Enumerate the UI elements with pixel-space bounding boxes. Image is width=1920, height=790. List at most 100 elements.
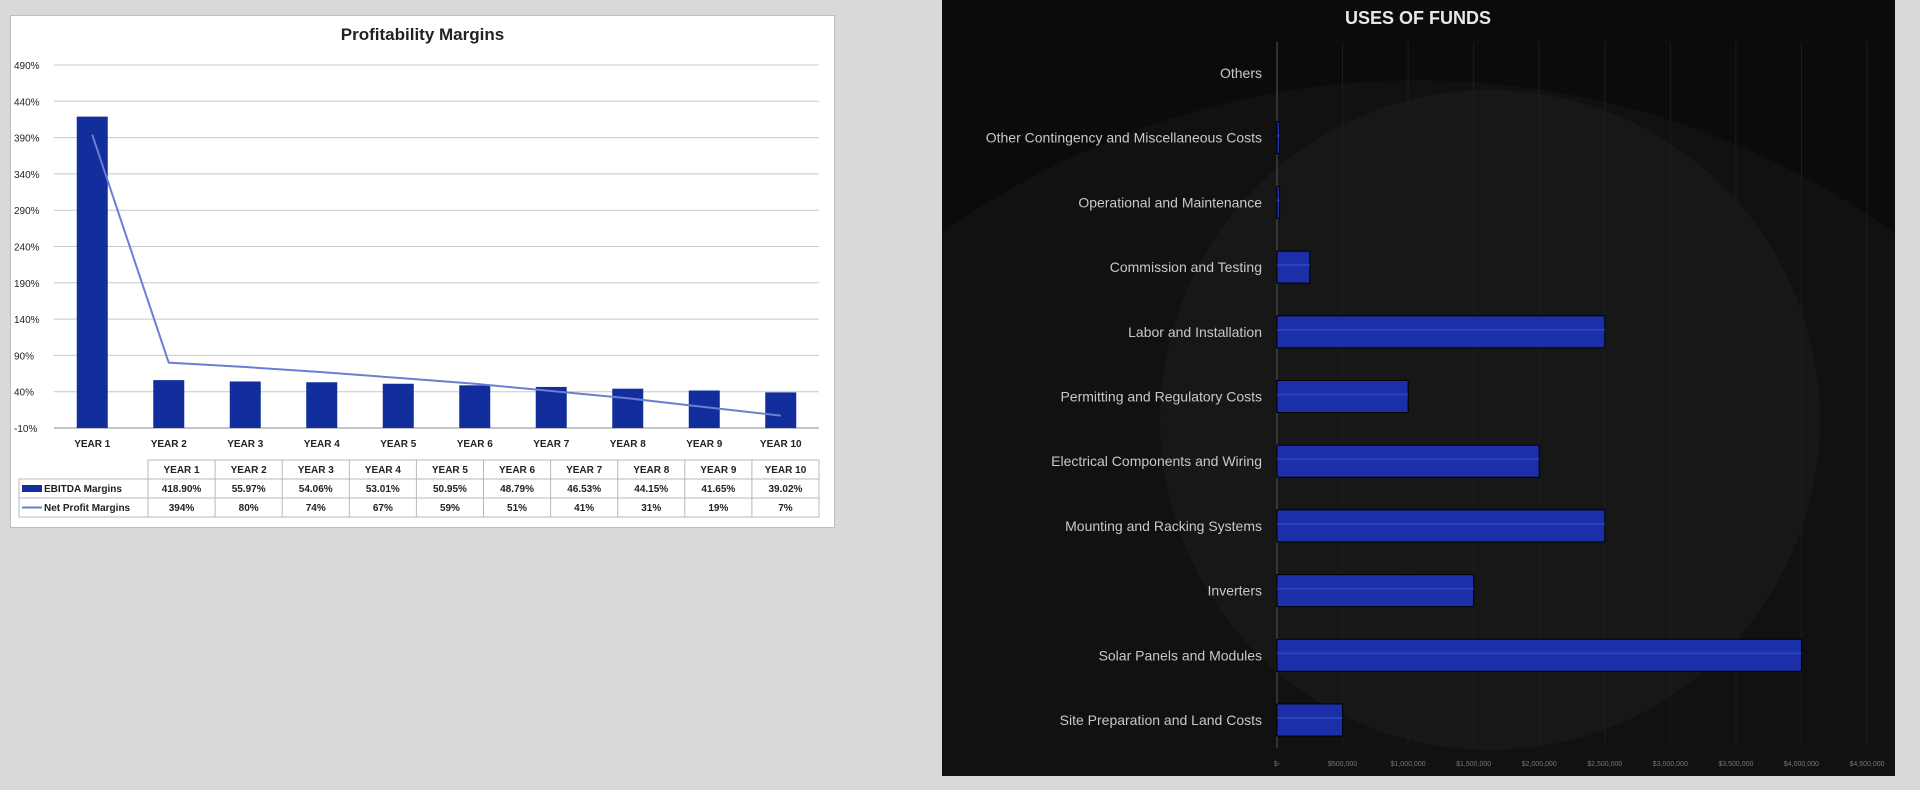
fund-bar-highlight	[1277, 199, 1280, 202]
chart-title: USES OF FUNDS	[1345, 8, 1491, 28]
x-tick-label: YEAR 3	[227, 439, 264, 450]
uses-of-funds-svg: USES OF FUNDS $- $500,000 $1,000,000 $1,500,…	[986, 8, 1885, 768]
fund-bar-highlight	[1277, 522, 1605, 525]
x-tick-label: $4,500,000	[1849, 761, 1884, 768]
fund-bar-highlight	[1277, 458, 1540, 461]
x-tick-label: $3,000,000	[1653, 761, 1688, 768]
legend-ebitda-label: EBITDA Margins	[44, 484, 122, 495]
table-header: YEAR 3	[298, 465, 335, 476]
ebitda-bar	[765, 392, 797, 428]
x-tick-label: $500,000	[1328, 761, 1357, 768]
table-cell: 19%	[708, 503, 728, 514]
fund-bar	[1276, 185, 1281, 219]
ebitda-bar	[229, 381, 261, 428]
fund-bar	[1276, 121, 1281, 155]
category-label: Site Preparation and Land Costs	[1060, 712, 1262, 728]
category-label: Inverters	[1208, 583, 1262, 599]
ebitda-bar	[306, 382, 338, 428]
fund-bar-highlight	[1277, 264, 1310, 267]
table-header: YEAR 6	[499, 465, 536, 476]
x-tick-label: YEAR 9	[686, 439, 723, 450]
fund-bar	[1276, 509, 1606, 543]
table-cell: 394%	[169, 503, 195, 514]
ebitda-bar	[382, 383, 414, 428]
fund-bar-highlight	[1277, 652, 1802, 655]
table-cell: 418.90%	[162, 484, 202, 495]
category-label: Commission and Testing	[1110, 259, 1262, 275]
category-label: Permitting and Regulatory Costs	[1060, 389, 1262, 405]
category-label: Electrical Components and Wiring	[1051, 453, 1262, 469]
net-profit-line	[91, 134, 781, 417]
category-label: Other Contingency and Miscellaneous Cost…	[986, 130, 1262, 146]
x-tick-label: YEAR 4	[304, 439, 341, 450]
table-header: YEAR 2	[231, 465, 268, 476]
x-tick-label: YEAR 5	[380, 439, 417, 450]
category-label: Mounting and Racking Systems	[1065, 518, 1262, 534]
table-header: YEAR 1	[163, 465, 200, 476]
ebitda-bar	[76, 116, 108, 429]
table-cell: 51%	[507, 503, 527, 514]
x-tick-label: YEAR 8	[610, 439, 647, 450]
y-tick-label: 240%	[14, 243, 40, 254]
x-tick-label: $1,000,000	[1391, 761, 1426, 768]
category-label: Labor and Installation	[1128, 324, 1262, 340]
x-tick-label: YEAR 10	[760, 439, 802, 450]
x-tick-label: $3,500,000	[1718, 761, 1753, 768]
table-cell: 50.95%	[433, 484, 467, 495]
y-tick-label: 90%	[14, 351, 34, 362]
y-tick-label: 40%	[14, 388, 34, 399]
x-tick-label: YEAR 6	[457, 439, 494, 450]
ebitda-bar	[688, 390, 720, 428]
table-cell: 55.97%	[232, 484, 266, 495]
x-tick-label: YEAR 2	[151, 439, 188, 450]
y-tick-label: 190%	[14, 279, 40, 290]
legend-ebitda-swatch	[22, 485, 42, 492]
table-header: YEAR 7	[566, 465, 603, 476]
table-cell: 80%	[239, 503, 259, 514]
fund-bar-highlight	[1277, 717, 1343, 719]
fund-bar	[1276, 574, 1475, 608]
profitability-margins-chart: Profitability Margins -10% 40% 90% 140% 190% 2…	[10, 15, 835, 528]
y-tick-label: 290%	[14, 206, 40, 217]
x-tick-label: $2,000,000	[1522, 761, 1557, 768]
table-cell: 31%	[641, 503, 661, 514]
fund-bar	[1276, 315, 1606, 349]
y-tick-label: 140%	[14, 315, 40, 326]
ebitda-bar	[153, 380, 185, 428]
fund-bar	[1276, 444, 1540, 478]
table-cell: 41%	[574, 503, 594, 514]
table-cell: 39.02%	[768, 484, 802, 495]
x-tick-label: $1,500,000	[1456, 761, 1491, 768]
table-cell: 74%	[306, 503, 326, 514]
table-cell: 48.79%	[500, 484, 534, 495]
x-tick-label: $-	[1274, 761, 1281, 768]
uses-of-funds-chart: USES OF FUNDS $- $500,000 $1,000,000 $1,500,…	[942, 0, 1895, 776]
y-tick-label: 390%	[14, 134, 40, 145]
table-cell: 46.53%	[567, 484, 601, 495]
x-tick-label: YEAR 1	[74, 439, 111, 450]
fund-bar	[1276, 380, 1409, 413]
ebitda-bar	[535, 386, 567, 428]
profitability-chart-svg: Profitability Margins -10% 40% 90% 140% 190% 2…	[14, 25, 820, 518]
category-label: Operational and Maintenance	[1078, 194, 1262, 210]
table-cell: 54.06%	[299, 484, 333, 495]
table-cell: 67%	[373, 503, 393, 514]
y-tick-label: 440%	[14, 97, 40, 108]
fund-bar	[1276, 703, 1344, 737]
table-header: YEAR 5	[432, 465, 469, 476]
table-cell: 59%	[440, 503, 460, 514]
fund-bar-highlight	[1277, 587, 1474, 590]
table-header: YEAR 9	[700, 465, 737, 476]
table-header: YEAR 10	[765, 465, 807, 476]
legend-net-profit-label: Net Profit Margins	[44, 503, 131, 514]
fund-bar	[1276, 250, 1311, 284]
ebitda-bar	[459, 385, 491, 428]
category-label: Others	[1220, 65, 1262, 81]
chart-title: Profitability Margins	[341, 25, 504, 44]
table-header: YEAR 4	[365, 465, 402, 476]
fund-bar-highlight	[1277, 328, 1605, 331]
x-tick-label: $4,000,000	[1784, 761, 1819, 768]
table-cell: 41.65%	[701, 484, 735, 495]
table-cell: 53.01%	[366, 484, 400, 495]
x-tick-label: YEAR 7	[533, 439, 570, 450]
